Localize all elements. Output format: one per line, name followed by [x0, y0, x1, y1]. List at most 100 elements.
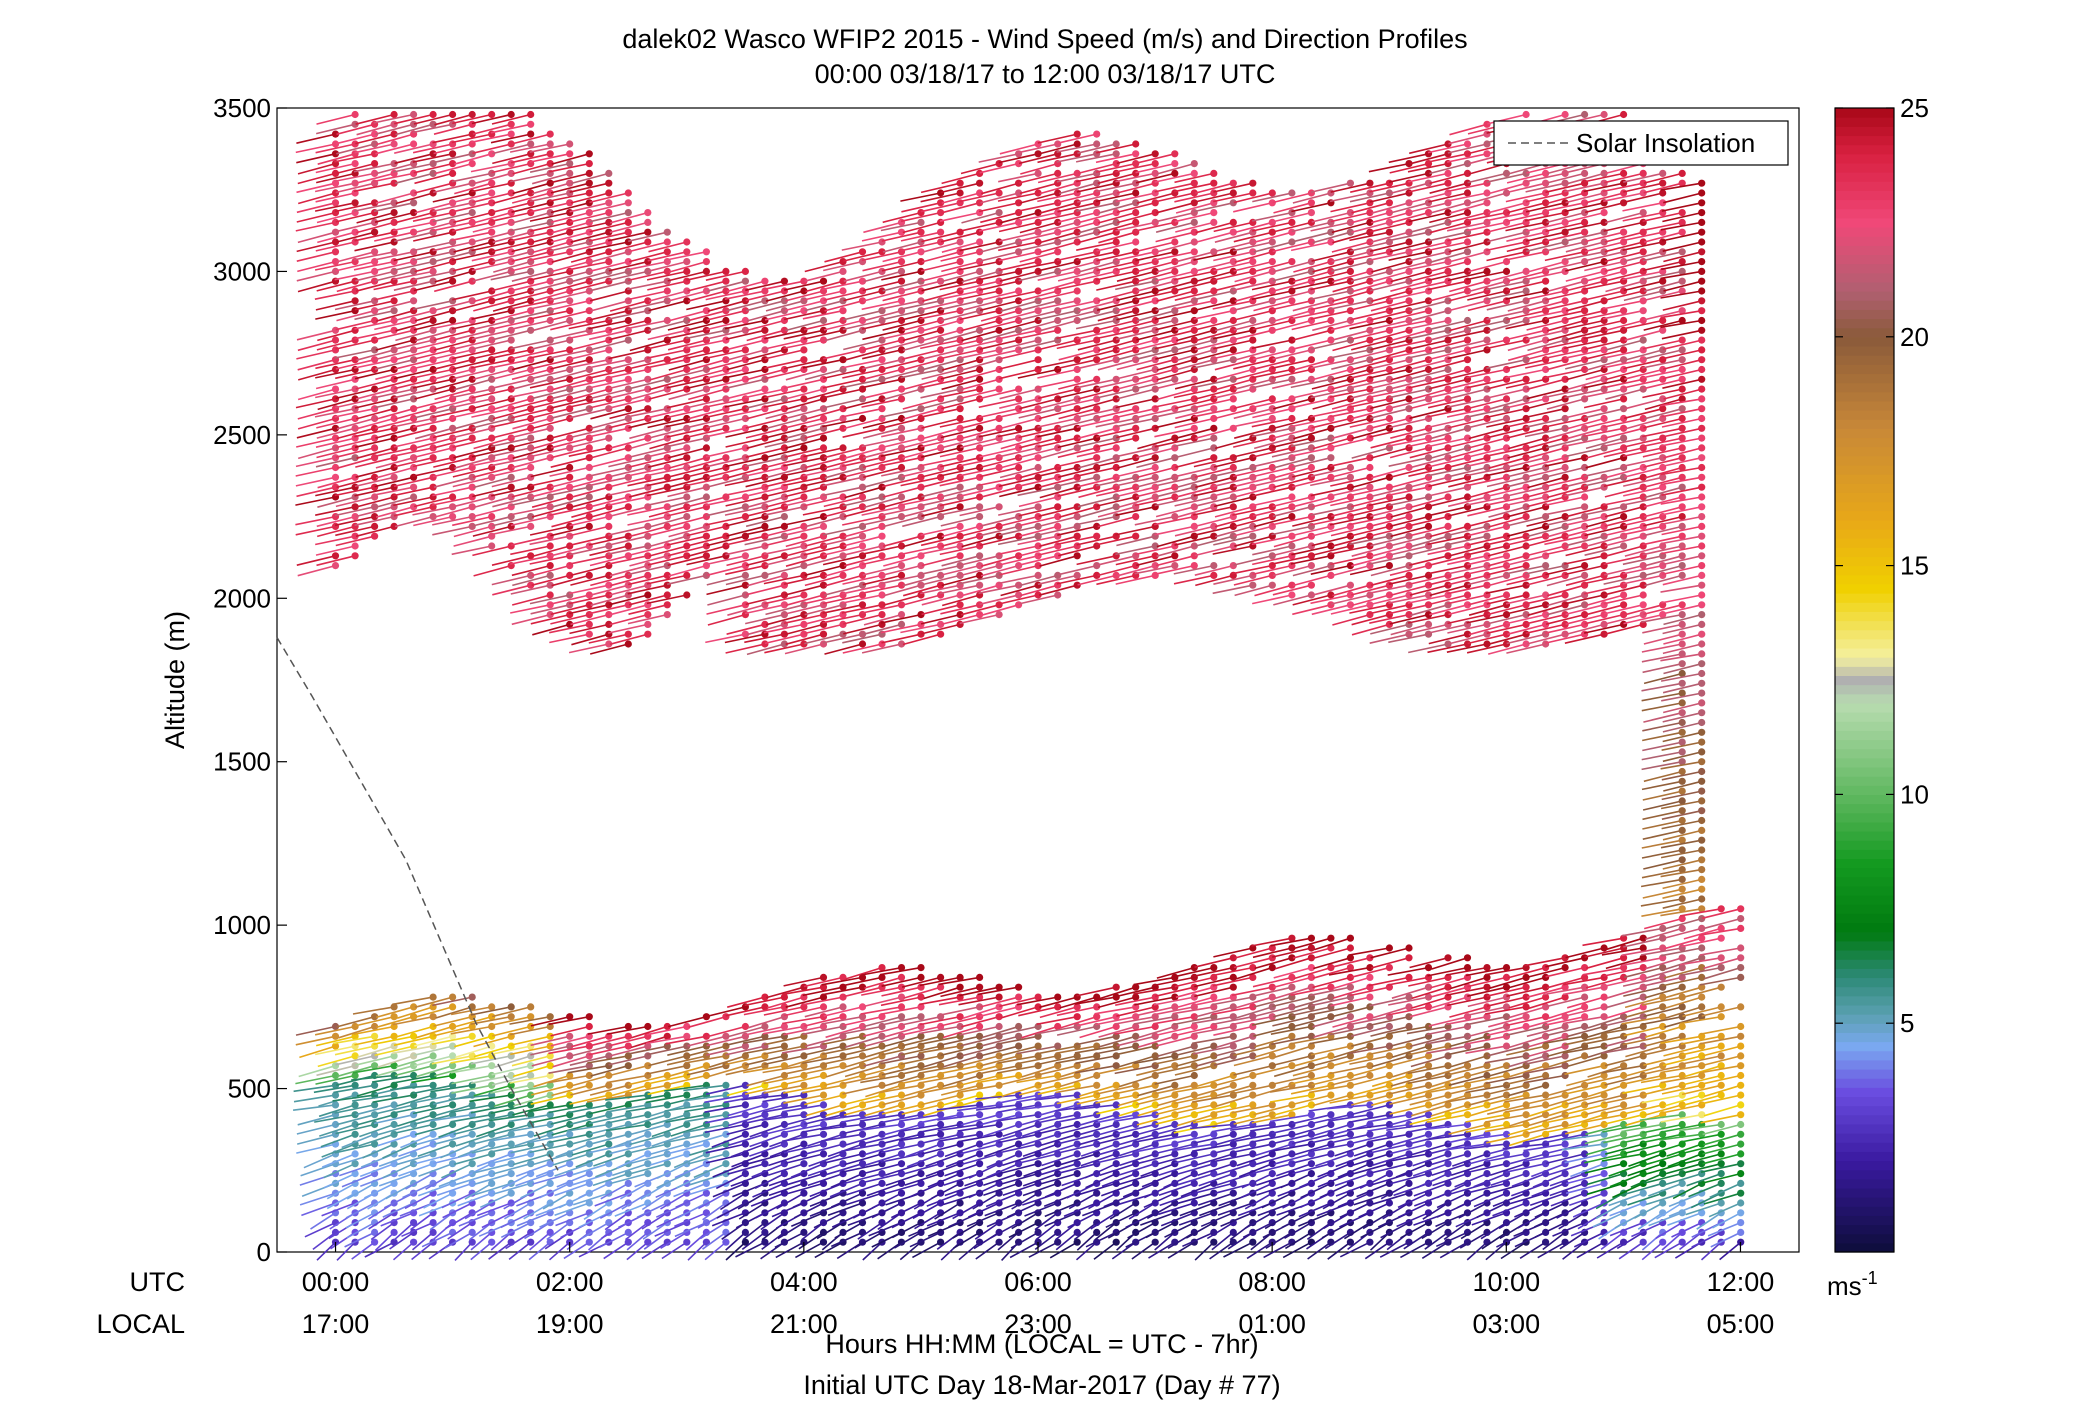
wind-barb-shaft	[548, 1104, 590, 1114]
wind-barb-shaft	[481, 1212, 512, 1229]
wind-barb-shaft	[570, 280, 609, 292]
wind-barb-dot	[546, 395, 554, 403]
wind-barb-shaft	[569, 407, 609, 419]
wind-barb-shaft	[394, 153, 434, 165]
wind-barb-dot	[800, 493, 808, 501]
wind-barb-dot	[605, 356, 613, 364]
wind-barb-shaft	[334, 515, 375, 527]
wind-barb-shaft	[471, 388, 512, 399]
wind-barb-dot	[546, 542, 554, 550]
wind-barb-shaft	[501, 1172, 532, 1190]
wind-barb-shaft	[315, 368, 356, 379]
wind-barb-dot	[683, 1022, 691, 1031]
wind-barb-dot	[683, 405, 691, 413]
wind-barb-shaft	[492, 1025, 531, 1037]
wind-barb-shaft	[646, 1074, 687, 1085]
wind-barb-dot	[761, 542, 769, 550]
wind-barb-dot	[585, 1238, 593, 1246]
wind-barb-shaft	[295, 496, 336, 506]
wind-barb-dot	[390, 1062, 398, 1070]
wind-barb-shaft	[389, 1231, 415, 1250]
wind-barb-shaft	[529, 251, 570, 261]
wind-barb-shaft	[354, 319, 395, 330]
wind-barb-dot	[507, 356, 515, 364]
wind-barb-dot	[546, 1130, 554, 1138]
wind-barb-dot	[761, 346, 769, 354]
wind-barb-shaft	[393, 456, 434, 468]
wind-barb-shaft	[415, 1064, 453, 1078]
wind-barb-shaft	[296, 211, 336, 223]
wind-barb-dot	[663, 287, 671, 295]
wind-barb-shaft	[491, 1074, 531, 1086]
wind-barb-shaft	[297, 192, 336, 205]
wind-barb-dot	[507, 542, 515, 550]
wind-barb-shaft	[315, 506, 356, 516]
wind-barb-dot	[897, 1189, 906, 1197]
wind-barb-dot	[449, 307, 457, 315]
wind-barb-dot	[410, 199, 418, 207]
wind-barb-shaft	[551, 280, 590, 293]
wind-barb-dot	[566, 483, 574, 491]
wind-barb-dot	[683, 1042, 691, 1050]
wind-barb-dot	[546, 1101, 554, 1109]
wind-barb-dot	[507, 405, 515, 413]
wind-barb-dot	[585, 493, 593, 501]
wind-barb-shaft	[298, 1064, 336, 1078]
wind-barb-dot	[1034, 503, 1042, 511]
wind-barb-dot	[1093, 267, 1101, 275]
wind-barb-shaft	[589, 1035, 629, 1047]
wind-barb-dot	[371, 1140, 379, 1148]
wind-barb-dot	[1112, 1111, 1120, 1119]
wind-barb-dot	[410, 454, 418, 462]
wind-barb-dot	[897, 1120, 906, 1129]
wind-barb-shaft	[442, 1202, 473, 1219]
wind-barb-dot	[390, 1003, 398, 1011]
wind-barb-shaft	[444, 1231, 473, 1249]
wind-barb-dot	[429, 169, 437, 177]
wind-barb-dot	[488, 287, 496, 295]
wind-barb-dot	[624, 1150, 632, 1158]
wind-barb-shaft	[509, 1015, 551, 1025]
wind-barb-shaft	[627, 506, 668, 516]
wind-barb-shaft	[628, 456, 668, 468]
wind-barb-shaft	[375, 309, 414, 322]
wind-barb-dot	[449, 993, 457, 1001]
wind-barb-dot	[1034, 473, 1042, 481]
wind-barb-dot	[390, 463, 398, 472]
wind-barb-shaft	[646, 594, 687, 605]
wind-barb-shaft	[551, 251, 590, 263]
wind-barb-dot	[702, 267, 711, 275]
wind-barb-shaft	[457, 1143, 492, 1158]
wind-barb-dot	[331, 463, 340, 472]
wind-barb-shaft	[293, 1084, 336, 1093]
wind-barb-dot	[410, 1052, 418, 1060]
wind-barb-dot	[644, 1111, 652, 1119]
wind-barb-shaft	[472, 525, 512, 537]
wind-barb-dot	[663, 1111, 671, 1119]
wind-barb-shaft	[414, 1055, 453, 1067]
wind-barb-shaft	[629, 1162, 668, 1175]
wind-barb-dot	[819, 542, 828, 550]
wind-barb-dot	[702, 571, 711, 580]
wind-barb-dot	[1112, 444, 1120, 452]
wind-barb-dot	[507, 140, 515, 148]
wind-barb-dot	[449, 1071, 457, 1080]
wind-barb-dot	[858, 1130, 867, 1138]
wind-barb-dot	[976, 238, 984, 246]
wind-barb-dot	[605, 346, 613, 354]
wind-barb-dot	[507, 1189, 515, 1197]
wind-barb-dot	[819, 1150, 828, 1158]
wind-barb-dot	[839, 1003, 847, 1011]
wind-barb-dot	[507, 326, 515, 334]
wind-barb-shaft	[532, 182, 570, 195]
wind-barb-shaft	[542, 1192, 571, 1210]
wind-barb-shaft	[630, 1035, 668, 1049]
wind-barb-dot	[702, 1209, 711, 1217]
wind-barb-dot	[351, 454, 359, 462]
wind-barb-dot	[956, 552, 964, 560]
wind-barb-shaft	[646, 349, 687, 359]
wind-barb-dot	[585, 1013, 593, 1021]
wind-barb-dot	[371, 503, 379, 511]
wind-barb-dot	[331, 336, 340, 344]
wind-barb-dot	[624, 493, 632, 501]
